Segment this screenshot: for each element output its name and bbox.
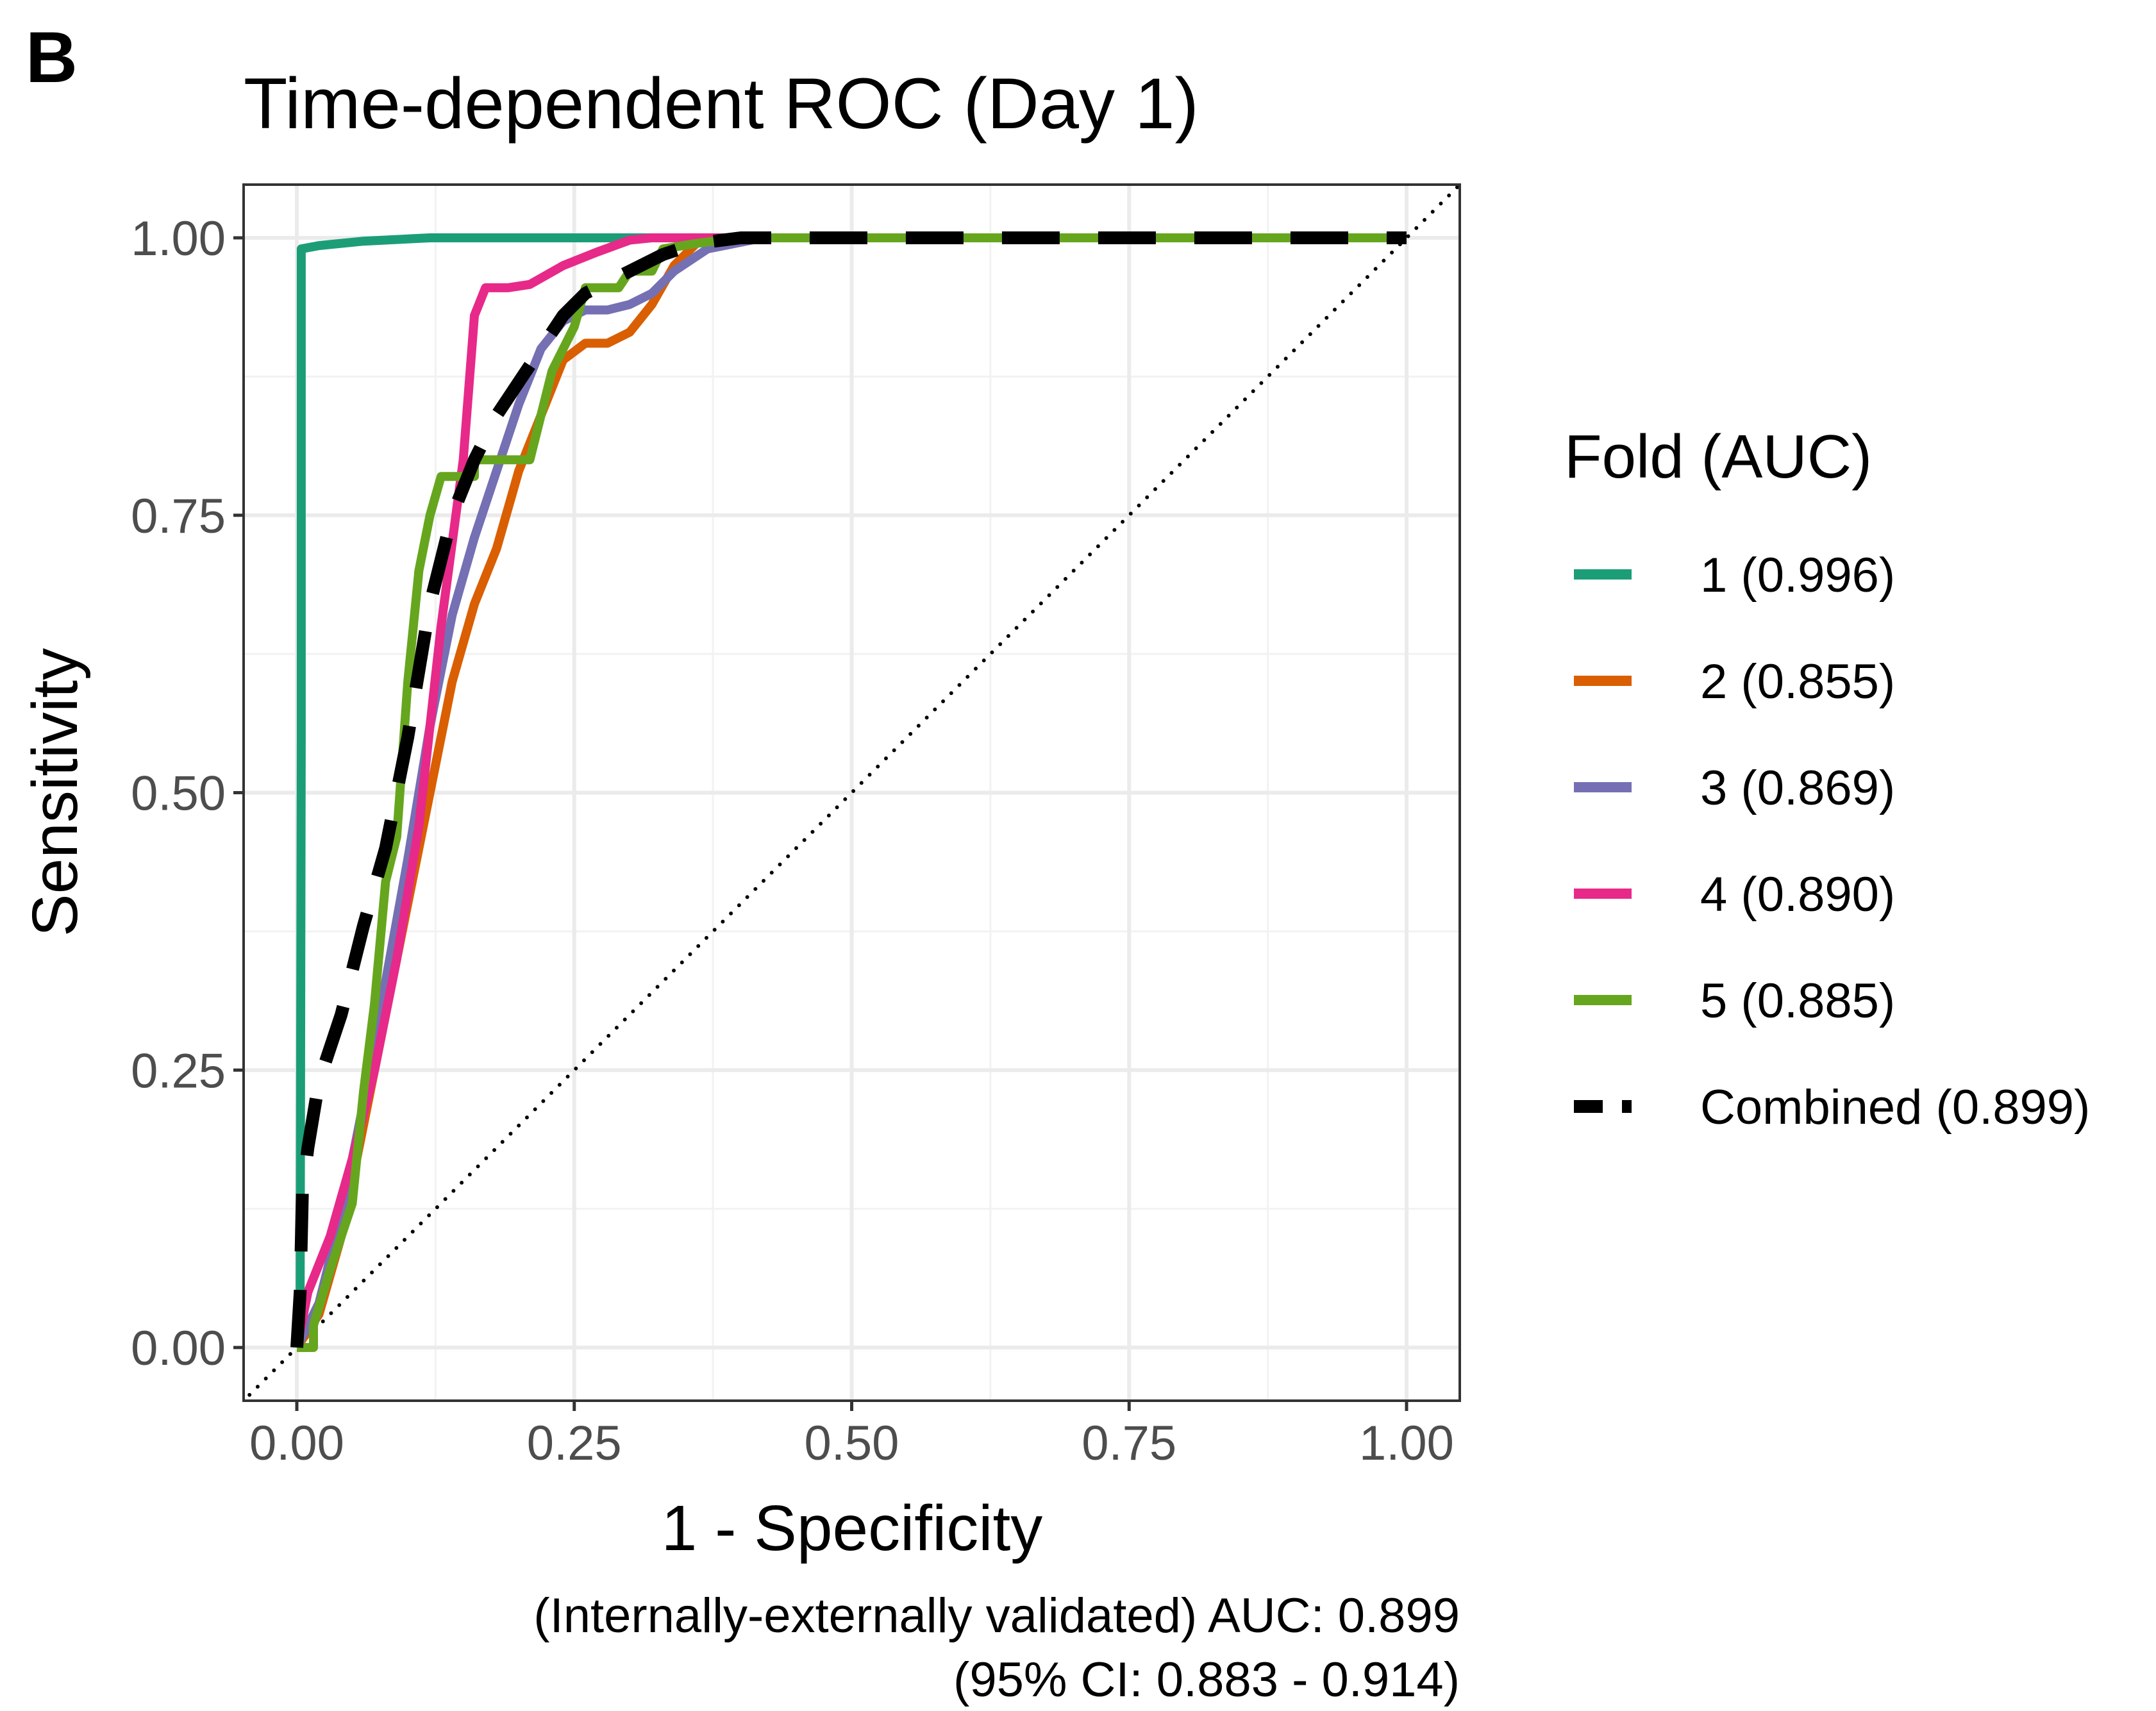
x-tick-label: 1.00 [1359,1416,1454,1471]
y-tick-label: 0.75 [131,489,226,544]
x-tick-label: 0.75 [1082,1416,1176,1471]
legend-item-3: 3 (0.869) [1574,761,1895,815]
caption-line-2: (95% CI: 0.883 - 0.914) [953,1653,1460,1707]
y-tick-label: 0.25 [131,1044,226,1098]
x-tick-label: 0.00 [249,1416,344,1471]
legend-items: 1 (0.996) 2 (0.855) 3 (0.869) 4 (0.890) 5 (0… [1574,548,2090,1135]
panel-tag: B [26,17,78,97]
x-tick-label: 0.50 [805,1416,899,1471]
series-lines [244,185,1460,1401]
reference-diagonal-line [244,185,1460,1401]
series-line-6 [290,231,1407,1348]
legend-label: 5 (0.885) [1700,974,1895,1028]
plot-area [242,183,1461,1402]
y-tick-label: 0.50 [131,767,226,821]
series-line-4 [292,233,1407,1349]
grid-lines [244,185,1460,1401]
legend-item-6: Combined (0.899) [1574,1080,2090,1135]
axes: 0.00 0.25 0.50 0.75 1.00 0.00 0.25 0.50 0.75 1.00 [131,212,1454,1471]
legend-label: Combined (0.899) [1700,1080,2090,1135]
y-tick-label: 1.00 [131,212,226,266]
legend: Fold (AUC) 1 (0.996) 2 (0.855) 3 (0.869) 4 … [1564,422,2090,1135]
legend-title: Fold (AUC) [1564,422,1872,491]
legend-item-1: 1 (0.996) [1574,548,1895,603]
legend-label: 3 (0.869) [1700,761,1895,815]
legend-label: 1 (0.996) [1700,548,1895,603]
chart-title: Time-dependent ROC (Day 1) [244,63,1199,144]
y-tick-label: 0.00 [131,1321,226,1376]
legend-item-4: 4 (0.890) [1574,867,1895,922]
caption-line-1: (Internally-externally validated) AUC: 0… [533,1589,1460,1643]
series-group [244,185,1460,1401]
legend-label: 2 (0.855) [1700,655,1895,709]
legend-item-5: 5 (0.885) [1574,974,1895,1028]
legend-item-2: 2 (0.855) [1574,655,1895,709]
x-axis-label: 1 - Specificity [662,1492,1043,1564]
legend-label: 4 (0.890) [1700,867,1895,922]
y-axis-label: Sensitivity [19,648,91,937]
x-tick-label: 0.25 [527,1416,622,1471]
